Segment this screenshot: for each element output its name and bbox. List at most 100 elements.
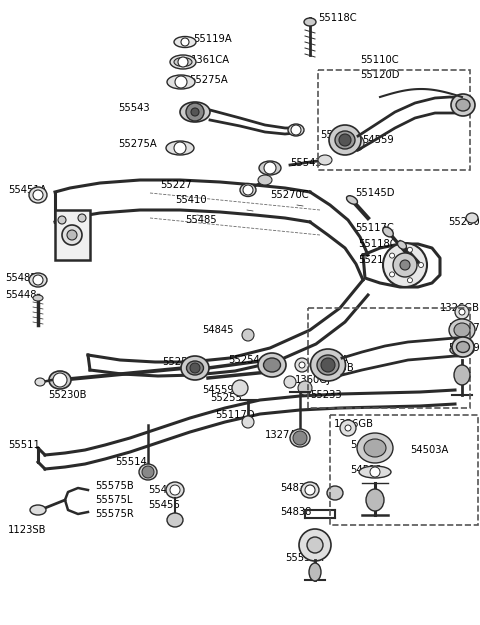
Text: 55117D: 55117D bbox=[215, 410, 254, 420]
Circle shape bbox=[299, 362, 305, 368]
Ellipse shape bbox=[451, 94, 475, 116]
Text: 55233: 55233 bbox=[310, 390, 342, 400]
Circle shape bbox=[181, 38, 189, 46]
Text: 1310YA: 1310YA bbox=[312, 355, 349, 365]
Circle shape bbox=[459, 309, 465, 315]
Bar bbox=[55, 210, 90, 260]
Circle shape bbox=[242, 329, 254, 341]
Circle shape bbox=[339, 134, 351, 146]
Ellipse shape bbox=[29, 273, 47, 287]
Bar bbox=[318, 70, 470, 170]
Circle shape bbox=[284, 376, 296, 388]
Text: 55451A: 55451A bbox=[8, 185, 47, 195]
Ellipse shape bbox=[311, 349, 346, 381]
Ellipse shape bbox=[258, 175, 272, 185]
Text: 55543: 55543 bbox=[118, 103, 150, 113]
Bar bbox=[308, 308, 470, 408]
Ellipse shape bbox=[166, 482, 184, 498]
Ellipse shape bbox=[364, 439, 386, 457]
Ellipse shape bbox=[466, 213, 478, 223]
Ellipse shape bbox=[35, 378, 45, 386]
Ellipse shape bbox=[259, 161, 281, 175]
Ellipse shape bbox=[454, 365, 470, 385]
Circle shape bbox=[78, 214, 86, 222]
Text: 55119A: 55119A bbox=[193, 34, 232, 44]
Text: 55117C: 55117C bbox=[355, 223, 394, 233]
Circle shape bbox=[348, 135, 364, 151]
Circle shape bbox=[408, 248, 412, 252]
Circle shape bbox=[53, 373, 67, 387]
Text: 55270C: 55270C bbox=[270, 190, 309, 200]
Circle shape bbox=[186, 103, 204, 121]
Circle shape bbox=[142, 466, 154, 478]
Circle shape bbox=[307, 537, 323, 553]
Ellipse shape bbox=[452, 337, 474, 357]
Circle shape bbox=[178, 57, 188, 67]
Circle shape bbox=[321, 358, 335, 372]
Text: 55410: 55410 bbox=[175, 195, 206, 205]
Text: 55254: 55254 bbox=[228, 355, 260, 365]
Text: 55280: 55280 bbox=[448, 217, 480, 227]
Ellipse shape bbox=[290, 429, 310, 447]
Text: 55275A: 55275A bbox=[189, 75, 228, 85]
Ellipse shape bbox=[167, 75, 195, 89]
Ellipse shape bbox=[449, 319, 475, 341]
Circle shape bbox=[393, 253, 417, 277]
Circle shape bbox=[291, 125, 301, 135]
Ellipse shape bbox=[264, 358, 280, 372]
Text: 55230B: 55230B bbox=[48, 390, 86, 400]
Circle shape bbox=[191, 108, 199, 116]
Circle shape bbox=[455, 305, 469, 319]
Text: 54837B: 54837B bbox=[280, 483, 318, 493]
Circle shape bbox=[243, 185, 253, 195]
Text: 54519: 54519 bbox=[448, 343, 480, 353]
Ellipse shape bbox=[359, 466, 391, 478]
Ellipse shape bbox=[397, 241, 407, 249]
Ellipse shape bbox=[335, 131, 355, 149]
Text: 55275A: 55275A bbox=[118, 139, 157, 149]
Circle shape bbox=[295, 358, 309, 372]
Ellipse shape bbox=[456, 99, 470, 111]
Text: 55455: 55455 bbox=[148, 485, 180, 495]
Text: 55110C: 55110C bbox=[360, 55, 398, 65]
Circle shape bbox=[383, 243, 427, 287]
Ellipse shape bbox=[258, 353, 286, 377]
Circle shape bbox=[390, 272, 395, 277]
Circle shape bbox=[293, 431, 307, 445]
Ellipse shape bbox=[187, 361, 204, 375]
Text: 55456: 55456 bbox=[148, 500, 180, 510]
Circle shape bbox=[419, 262, 423, 268]
Text: 54559: 54559 bbox=[362, 135, 394, 145]
Circle shape bbox=[408, 278, 412, 282]
Ellipse shape bbox=[30, 505, 46, 515]
Text: 1326GB: 1326GB bbox=[334, 419, 374, 429]
Text: 1360GJ: 1360GJ bbox=[295, 375, 331, 385]
Circle shape bbox=[58, 216, 66, 224]
Text: 55120D: 55120D bbox=[360, 70, 399, 80]
Text: 55575B: 55575B bbox=[95, 481, 134, 491]
Ellipse shape bbox=[383, 227, 393, 237]
Text: 55530A: 55530A bbox=[285, 553, 324, 563]
Text: 55485: 55485 bbox=[5, 273, 36, 283]
Text: 55145D: 55145D bbox=[355, 188, 395, 198]
Circle shape bbox=[174, 142, 186, 154]
Text: 54838: 54838 bbox=[280, 507, 312, 517]
Ellipse shape bbox=[49, 371, 71, 389]
Text: 54559: 54559 bbox=[202, 385, 234, 395]
Ellipse shape bbox=[170, 55, 196, 69]
Text: 55511: 55511 bbox=[8, 440, 40, 450]
Ellipse shape bbox=[33, 295, 43, 301]
Text: 55514: 55514 bbox=[115, 457, 147, 467]
Text: 55250A: 55250A bbox=[162, 357, 201, 367]
Circle shape bbox=[298, 381, 312, 395]
Ellipse shape bbox=[240, 184, 256, 196]
Circle shape bbox=[175, 76, 187, 88]
Ellipse shape bbox=[318, 155, 332, 165]
Text: 55485: 55485 bbox=[185, 215, 216, 225]
Ellipse shape bbox=[288, 124, 304, 136]
Text: 55575L: 55575L bbox=[95, 495, 132, 505]
Circle shape bbox=[242, 416, 254, 428]
Text: 55118C: 55118C bbox=[358, 239, 396, 249]
Text: 55210E: 55210E bbox=[358, 255, 396, 265]
Text: 54517: 54517 bbox=[350, 440, 382, 450]
